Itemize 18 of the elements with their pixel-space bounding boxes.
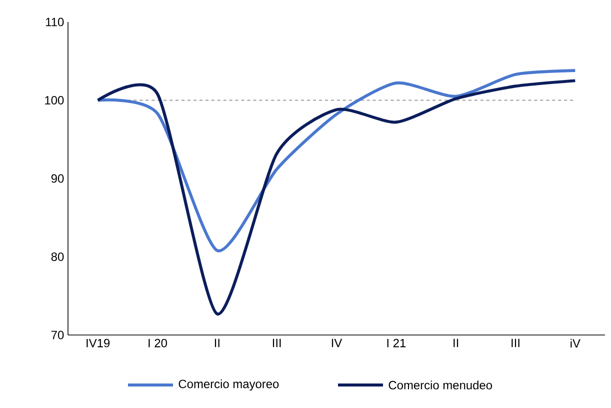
y-tick-label: 110 [46,18,64,26]
x-tick-label: III [512,338,520,348]
x-tick-label: IV [332,338,342,348]
x-tick-label: I 21 [387,338,406,348]
x-tick-label: III [272,338,281,348]
line-series [96,69,577,252]
x-tick-label: I 20 [148,338,167,348]
y-tick-label: 100 [45,96,64,104]
x-tick-label: IV19 [86,338,110,348]
y-tick-label: 80 [51,252,64,261]
y-tick-label: 70 [51,330,64,340]
x-tick-label: II [214,338,220,348]
x-tick-label: II [454,338,458,348]
y-tick-label: 90 [51,174,64,183]
line-series [96,79,577,316]
legend-label: Comercio menudeo [388,380,492,390]
legend-label: Comercio mayoreo [178,379,279,391]
x-tick-label: iV [570,338,580,348]
